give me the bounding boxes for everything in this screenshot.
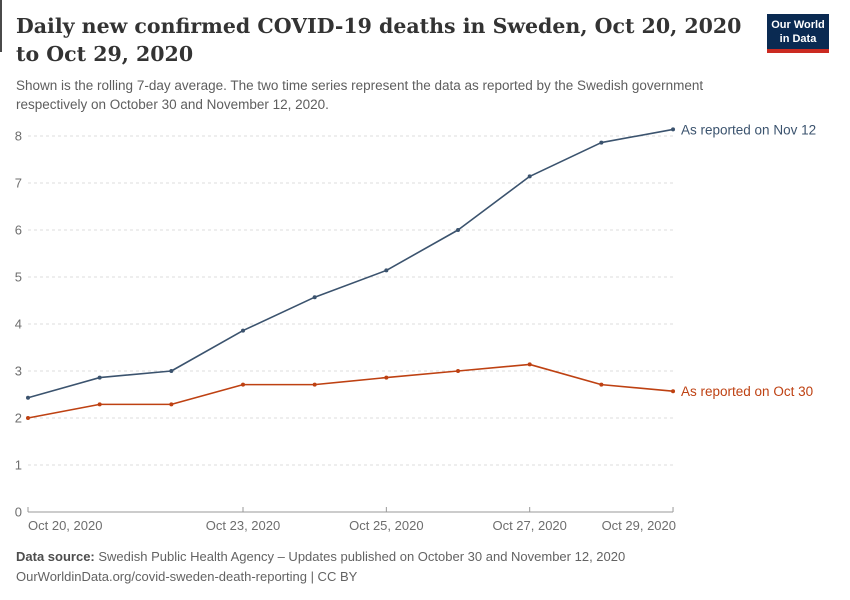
y-tick-label-1: 1: [15, 458, 22, 473]
y-tick-label-2: 2: [15, 411, 22, 426]
footer-link-line: OurWorldinData.org/covid-sweden-death-re…: [16, 569, 358, 584]
chart-footer: Data source: Swedish Public Health Agenc…: [16, 547, 816, 587]
series-0-point-5[interactable]: [384, 268, 389, 273]
series-1-point-6[interactable]: [456, 369, 461, 373]
series-0-point-6[interactable]: [456, 228, 461, 232]
owid-logo-line1: Our World: [771, 19, 825, 31]
y-tick-label-7: 7: [15, 176, 22, 191]
x-tick-label-2: Oct 25, 2020: [349, 518, 423, 533]
series-1-point-9[interactable]: [671, 389, 676, 394]
x-tick-label-3: Oct 27, 2020: [492, 518, 566, 533]
series-1-point-7[interactable]: [527, 362, 532, 367]
series-end-label-0: As reported on Nov 12: [681, 122, 816, 137]
data-source-line: Data source: Swedish Public Health Agenc…: [16, 549, 625, 564]
data-source-label: Data source:: [16, 549, 95, 564]
y-tick-label-0: 0: [15, 505, 22, 520]
page-title: Daily new confirmed COVID-19 deaths in S…: [16, 14, 742, 67]
series-0-point-4[interactable]: [312, 295, 317, 300]
screen-edge-artifact: [0, 0, 2, 52]
series-0-point-0[interactable]: [26, 395, 30, 400]
y-tick-label-6: 6: [15, 223, 22, 238]
series-1-point-0[interactable]: [26, 416, 30, 420]
series-0-point-8[interactable]: [599, 140, 604, 145]
owid-logo-line2: in Data: [779, 33, 817, 46]
y-tick-label-5: 5: [15, 270, 22, 285]
series-1-point-3[interactable]: [241, 382, 246, 387]
series-0-point-7[interactable]: [527, 174, 532, 179]
series-1-point-5[interactable]: [384, 375, 389, 380]
series-end-label-1: As reported on Oct 30: [681, 384, 813, 399]
x-tick-label-4: Oct 29, 2020: [602, 518, 676, 533]
series-line-0[interactable]: [27, 128, 674, 399]
y-tick-label-4: 4: [15, 317, 22, 332]
series-1-point-1[interactable]: [97, 402, 102, 407]
series-0-point-2[interactable]: [169, 369, 174, 373]
y-tick-label-3: 3: [15, 364, 22, 379]
series-1-point-8[interactable]: [599, 382, 604, 387]
series-line-1[interactable]: [27, 363, 674, 419]
series-0-point-1[interactable]: [97, 375, 102, 380]
series-0-point-9[interactable]: [671, 127, 676, 132]
y-tick-label-8: 8: [15, 129, 22, 144]
series-1-point-4[interactable]: [312, 382, 317, 387]
series-1-point-2[interactable]: [169, 402, 174, 407]
series-0-point-3[interactable]: [241, 328, 246, 333]
x-tick-label-1: Oct 23, 2020: [206, 518, 280, 533]
x-tick-label-0: Oct 20, 2020: [28, 518, 102, 533]
data-source-text: Swedish Public Health Agency – Updates p…: [98, 549, 626, 564]
chart-subtitle: Shown is the rolling 7-day average. The …: [16, 78, 704, 112]
owid-logo[interactable]: Our World in Data: [767, 14, 829, 54]
